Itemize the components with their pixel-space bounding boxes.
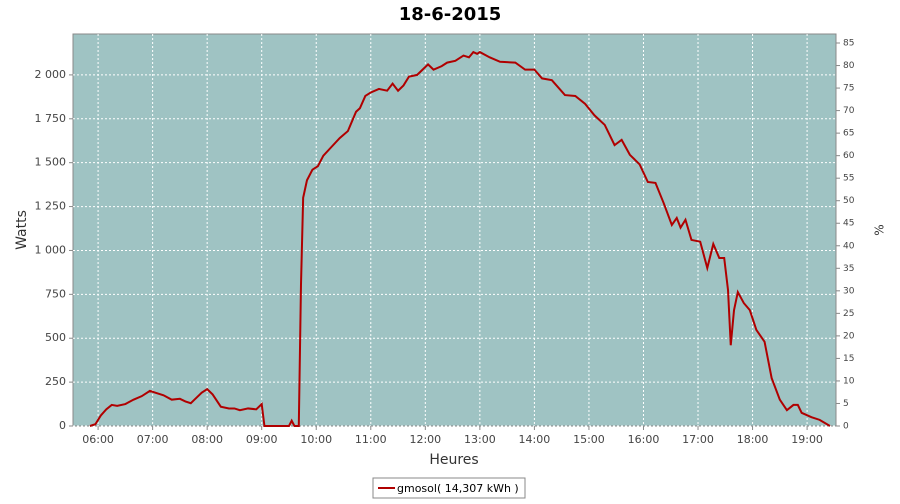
- y2-axis-label: %: [873, 224, 887, 235]
- y2-tick-label: 50: [843, 196, 855, 206]
- y-tick-label: 0: [59, 419, 66, 432]
- y2-tick-label: 40: [843, 241, 855, 251]
- x-tick-label: 16:00: [628, 433, 660, 446]
- x-tick-label: 09:00: [246, 433, 278, 446]
- x-tick-label: 07:00: [137, 433, 169, 446]
- x-tick-label: 17:00: [682, 433, 714, 446]
- y2-tick-label: 30: [843, 286, 855, 296]
- y-axis-label: Watts: [14, 210, 30, 250]
- y-tick-label: 1 000: [35, 243, 67, 256]
- y-tick-label: 1 500: [35, 156, 67, 169]
- y2-tick-label: 20: [843, 331, 855, 341]
- y-tick-label: 2 000: [35, 68, 67, 81]
- y2-tick-label: 80: [843, 61, 855, 71]
- y2-tick-label: 45: [843, 219, 854, 229]
- y2-tick-label: 70: [843, 106, 855, 116]
- y2-tick-label: 25: [843, 309, 854, 319]
- legend-label: gmosol( 14,307 kWh ): [397, 482, 519, 495]
- data-line: [89, 50, 831, 427]
- x-tick-label: 15:00: [573, 433, 605, 446]
- x-tick-label: 12:00: [409, 433, 441, 446]
- y2-tick-label: 75: [843, 84, 854, 94]
- y-tick-label: 1 750: [35, 112, 67, 125]
- y2-tick-label: 35: [843, 264, 854, 274]
- chart-title: 18-6-2015: [399, 4, 502, 25]
- plot-area: [72, 33, 837, 427]
- y2-tick-label: 0: [843, 422, 849, 432]
- y-tick-label: 750: [45, 287, 66, 300]
- x-axis-label: Heures: [429, 452, 478, 468]
- x-tick-label: 10:00: [300, 433, 332, 446]
- x-tick-label: 19:00: [791, 433, 823, 446]
- y2-tick-label: 60: [843, 151, 855, 161]
- y-tick-label: 1 250: [35, 200, 67, 213]
- legend: [372, 477, 526, 499]
- x-tick-label: 08:00: [191, 433, 223, 446]
- y2-tick-label: 5: [843, 399, 849, 409]
- y2-tick-label: 85: [843, 39, 854, 49]
- y2-tick-label: 55: [843, 174, 854, 184]
- y-tick-label: 250: [45, 375, 66, 388]
- x-tick-label: 11:00: [355, 433, 387, 446]
- x-tick-label: 13:00: [464, 433, 496, 446]
- y2-tick-label: 65: [843, 129, 854, 139]
- x-tick-label: 14:00: [519, 433, 551, 446]
- y2-tick-label: 10: [843, 376, 855, 386]
- x-tick-label: 18:00: [737, 433, 769, 446]
- x-tick-label: 06:00: [82, 433, 114, 446]
- y-tick-label: 500: [45, 331, 66, 344]
- y2-tick-label: 15: [843, 354, 854, 364]
